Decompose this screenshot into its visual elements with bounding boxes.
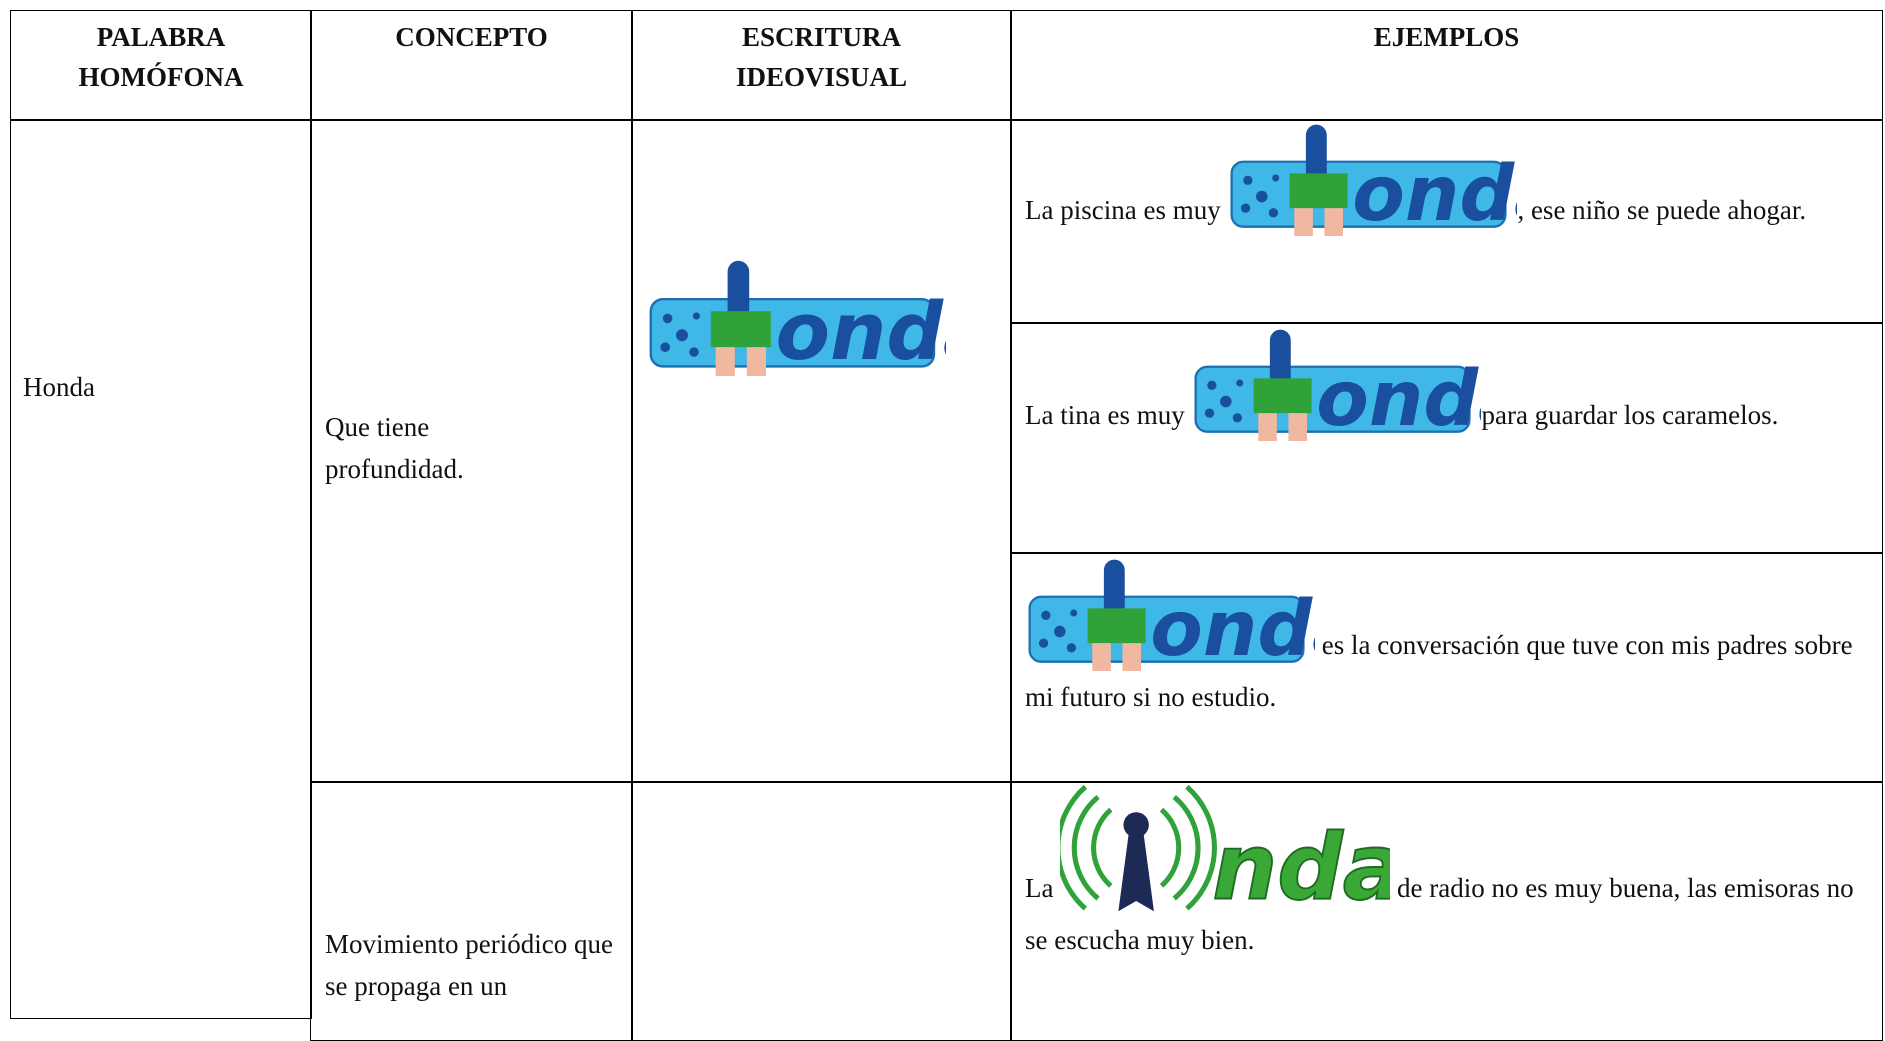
header-cell: CONCEPTO — [310, 10, 633, 121]
header-text: CONCEPTO — [395, 22, 548, 52]
example-cell: onda es la conversación que tuve con mis… — [1010, 552, 1883, 783]
header-cell: ESCRITURA IDEOVISUAL — [631, 10, 1012, 121]
example-text: para guardar los caramelos. — [1481, 400, 1779, 430]
illustration-text: nda — [1213, 814, 1391, 915]
example-text: es la conversación que tuve con mis padr… — [1025, 630, 1853, 712]
example-text: , ese niño se puede ahogar. — [1517, 195, 1807, 225]
illustration-text: onda — [1150, 585, 1315, 671]
example-cell: La tina es muy ondapara guardar los cara… — [1010, 322, 1883, 554]
page: PALABRA HOMÓFONA CONCEPTO ESCRITURA IDEO… — [10, 10, 1883, 1041]
ideovisual-cell: onda — [631, 119, 1012, 783]
concept: Movimiento periódico que se propaga en u… — [325, 929, 613, 1001]
honda-illustration: onda — [649, 259, 946, 376]
word-cell: Honda — [10, 119, 312, 1019]
wave-illustration: nda — [1060, 784, 1406, 921]
example-text: de radio no es muy buena, las emisoras n… — [1025, 873, 1854, 955]
header-cell: EJEMPLOS — [1010, 10, 1883, 121]
honda-illustration: onda — [1230, 123, 1566, 239]
word: Honda — [23, 372, 95, 402]
concept-cell: Movimiento periódico que se propaga en u… — [310, 781, 633, 1041]
honda-illustration: onda — [1194, 328, 1530, 444]
example-cell: La nda de radio no es muy buena, las emi… — [1010, 781, 1883, 1041]
header-cell: PALABRA HOMÓFONA — [10, 10, 312, 121]
example-text: La — [1025, 873, 1054, 903]
illustration-text: onda — [776, 285, 946, 376]
header-text: PALABRA HOMÓFONA — [78, 22, 244, 92]
concept: Que tiene profundidad. — [325, 412, 464, 484]
illustration-text: onda — [1317, 355, 1482, 441]
header-text: ESCRITURA IDEOVISUAL — [735, 22, 908, 92]
example-text: La tina es muy — [1025, 400, 1185, 430]
example-text: La piscina es muy — [1025, 195, 1221, 225]
illustration-text: onda — [1353, 150, 1518, 236]
ideovisual-cell — [631, 781, 1012, 1041]
honda-illustration: onda — [1028, 558, 1364, 674]
example-cell: La piscina es muy onda, ese niño se pued… — [1010, 119, 1883, 324]
concept-cell: Que tiene profundidad. — [310, 119, 633, 783]
header-text: EJEMPLOS — [1373, 22, 1520, 52]
